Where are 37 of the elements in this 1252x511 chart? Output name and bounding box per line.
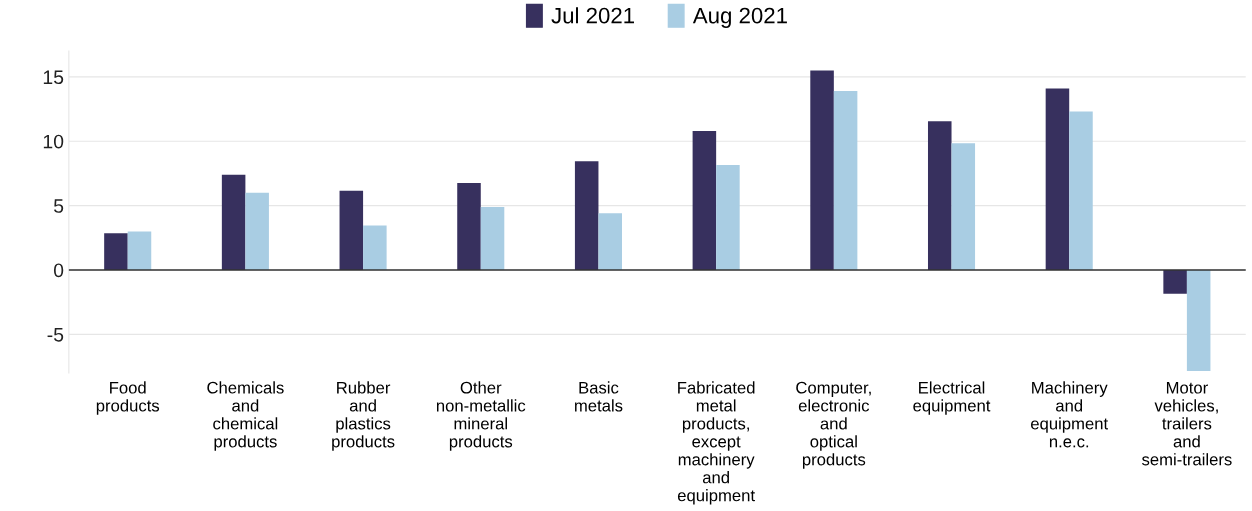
x-tick-label: Fabricated metal products, except machinery and equipment [677,381,755,505]
y-tick-label: 10 [43,134,64,149]
bar [598,213,622,271]
bar [692,130,717,271]
bar [1163,270,1187,294]
bar [951,143,976,271]
x-tick-label: Chemicals and chemical products [207,381,284,451]
bar [716,165,740,271]
y-tick-label: 15 [43,70,64,85]
bar [457,183,481,271]
bar [363,225,387,271]
bar [221,174,246,271]
x-tick-label: Computer, electronic and optical products [796,381,871,469]
bar [480,206,505,271]
y-tick-label: 0 [53,263,64,278]
bar [1186,270,1211,372]
bar [1045,88,1070,271]
legend-label: Jul 2021 [551,7,634,24]
x-tick-label: Rubber and plastics products [332,381,395,451]
x-tick-label: Food products [96,381,160,415]
bar [833,91,858,271]
bar [245,192,269,271]
bar [127,231,152,271]
x-tick-label: Other non-metallic mineral products [436,381,526,451]
y-tick-label: -5 [47,328,64,342]
bar [104,233,128,271]
legend-label: Aug 2021 [692,7,787,28]
x-tick-label: Motor vehicles, trailers and semi-trailers [1141,381,1232,466]
bar [810,70,834,271]
x-tick-label: Machinery and equipment n.e.c. [1031,381,1108,448]
x-tick-label: Electrical equipment [913,381,991,415]
bar [1069,111,1093,271]
bar [339,190,364,271]
bar [927,121,952,271]
bar [574,161,599,271]
y-tick-label: 5 [53,199,64,213]
x-tick-label: Basic metals [575,381,623,412]
